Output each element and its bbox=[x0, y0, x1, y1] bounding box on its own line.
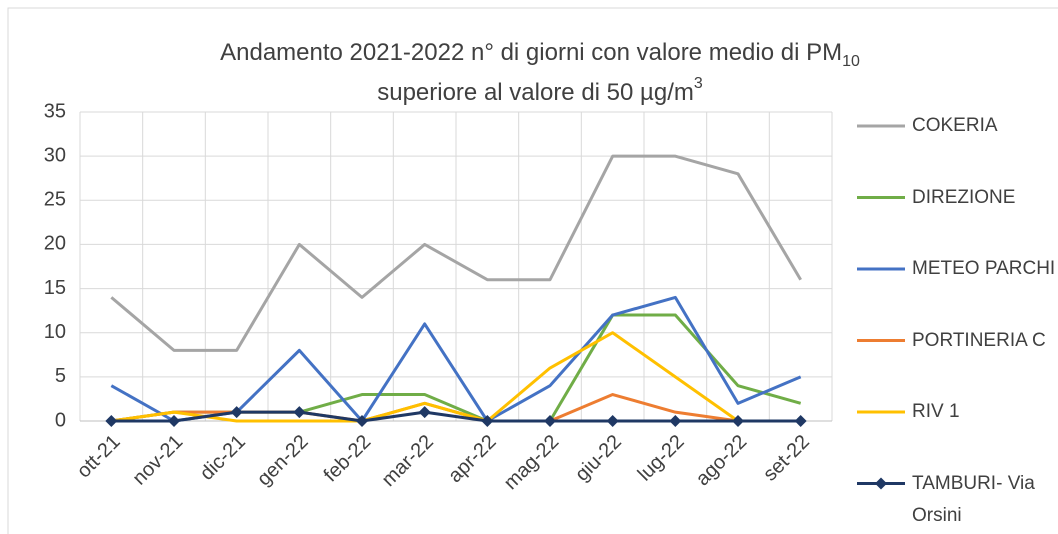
x-tick-label: ago-22 bbox=[692, 431, 752, 491]
x-tick-label: apr-22 bbox=[444, 431, 500, 487]
x-tick-label: ott-21 bbox=[73, 431, 125, 483]
data-point bbox=[794, 415, 807, 427]
title-subscript: 10 bbox=[842, 53, 860, 70]
series-line bbox=[110, 154, 802, 352]
series-line bbox=[111, 410, 801, 423]
chart-title: Andamento 2021-2022 n° di giorni con val… bbox=[220, 39, 860, 70]
x-tick-label: nov-21 bbox=[128, 431, 187, 490]
x-tick-label: set-22 bbox=[759, 431, 814, 486]
data-point bbox=[544, 415, 556, 427]
y-tick-label: 0 bbox=[55, 409, 66, 431]
x-tick-label: giu-22 bbox=[571, 431, 626, 486]
x-tick-label: feb-22 bbox=[320, 431, 376, 487]
y-tick-label: 15 bbox=[44, 277, 66, 299]
x-tick-label: mag-22 bbox=[500, 431, 564, 495]
legend-marker bbox=[875, 477, 887, 490]
title-superscript: 3 bbox=[694, 75, 703, 92]
x-tick-label: lug-22 bbox=[634, 431, 689, 486]
y-tick-label: 35 bbox=[44, 100, 66, 122]
data-point bbox=[230, 406, 243, 419]
y-tick-label: 10 bbox=[44, 321, 66, 343]
chart-title: superiore al valore di 50 µg/m3 bbox=[377, 75, 703, 106]
legend-label: RIV 1 bbox=[912, 401, 960, 422]
data-point bbox=[105, 415, 118, 427]
y-tick-label: 5 bbox=[55, 365, 66, 387]
x-tick-label: mar-22 bbox=[378, 431, 438, 491]
legend-label: COKERIA bbox=[912, 115, 998, 136]
data-point bbox=[732, 415, 744, 427]
y-tick-label: 30 bbox=[44, 144, 66, 166]
title-text: superiore al valore di 50 µg/m bbox=[377, 79, 694, 106]
legend-label: TAMBURI- Via Orsini bbox=[912, 472, 1035, 526]
title-text: Andamento 2021-2022 n° di giorni con val… bbox=[220, 39, 842, 66]
data-point bbox=[356, 415, 368, 427]
legend-label: METEO PARCHI bbox=[912, 258, 1056, 279]
y-tick-label: 20 bbox=[44, 233, 66, 255]
chart-border bbox=[7, 7, 1058, 534]
data-point bbox=[606, 415, 619, 427]
series-line bbox=[111, 331, 801, 423]
data-point bbox=[669, 415, 682, 427]
x-tick-label: gen-22 bbox=[253, 431, 313, 491]
data-point bbox=[481, 415, 494, 427]
y-tick-label: 25 bbox=[44, 189, 66, 211]
data-point bbox=[293, 406, 306, 419]
legend-label: PORTINERIA C bbox=[912, 329, 1046, 351]
legend-label: DIREZIONE bbox=[912, 186, 1016, 208]
data-point bbox=[418, 406, 431, 419]
x-tick-label: dic-21 bbox=[196, 431, 250, 485]
data-point bbox=[168, 415, 180, 427]
